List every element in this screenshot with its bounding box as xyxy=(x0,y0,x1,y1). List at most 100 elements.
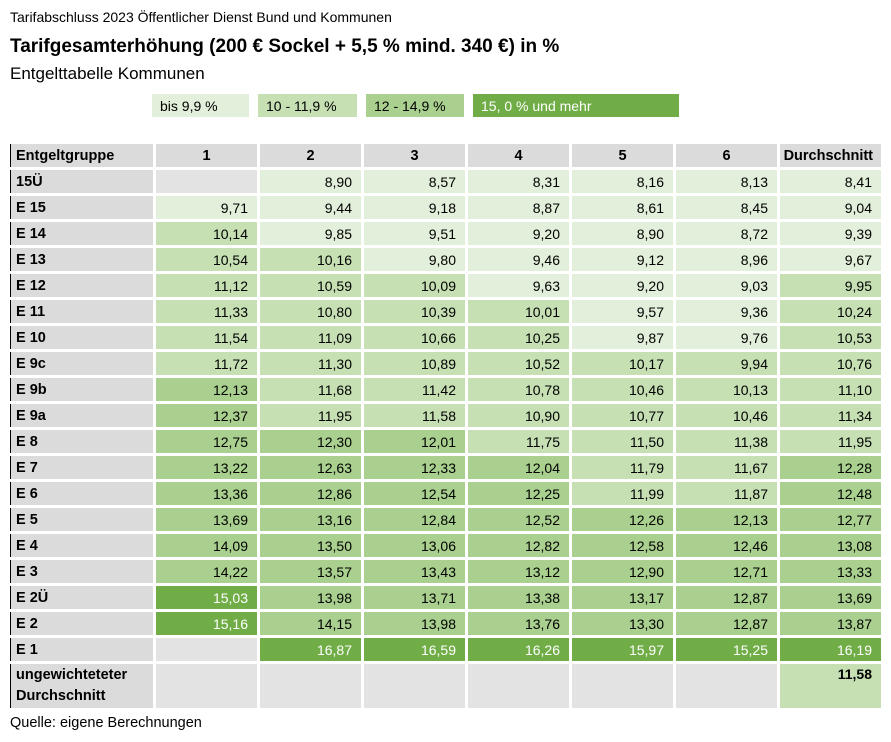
value-cell: 9,51 xyxy=(364,222,465,245)
value-cell: 12,28 xyxy=(780,456,881,479)
table-row: E 9a 12,37 11,95 11,58 10,90 10,77 10,46 11,34 xyxy=(10,404,881,427)
value-cell: 12,77 xyxy=(780,508,881,531)
table-header-row: Entgeltgruppe 1 2 3 4 5 6 Durchschnitt xyxy=(10,144,881,167)
value-cell: 12,25 xyxy=(468,482,569,505)
value-cell: 9,03 xyxy=(676,274,777,297)
row-label: E 2 xyxy=(10,612,153,635)
value-cell: 10,90 xyxy=(468,404,569,427)
value-cell: 12,87 xyxy=(676,612,777,635)
value-cell: 10,59 xyxy=(260,274,361,297)
value-cell: 11,34 xyxy=(780,404,881,427)
legend-item-4: 15, 0 % und mehr xyxy=(473,94,679,117)
value-cell: 9,39 xyxy=(780,222,881,245)
value-cell: 13,06 xyxy=(364,534,465,557)
value-cell: 8,13 xyxy=(676,170,777,193)
table-row: E 3 14,22 13,57 13,43 13,12 12,90 12,71 13,33 xyxy=(10,560,881,583)
value-cell: 8,57 xyxy=(364,170,465,193)
row-label: E 3 xyxy=(10,560,153,583)
value-cell: 13,43 xyxy=(364,560,465,583)
table-row: E 1 16,87 16,59 16,26 15,97 15,25 16,19 xyxy=(10,638,881,661)
value-cell: 9,04 xyxy=(780,196,881,219)
value-cell: 9,67 xyxy=(780,248,881,271)
value-cell: 11,87 xyxy=(676,482,777,505)
value-cell: 12,48 xyxy=(780,482,881,505)
value-cell: 12,54 xyxy=(364,482,465,505)
value-cell: 12,37 xyxy=(156,404,257,427)
row-label: E 9c xyxy=(10,352,153,375)
value-cell: 11,68 xyxy=(260,378,361,401)
value-cell: 10,52 xyxy=(468,352,569,375)
table-row: E 6 13,36 12,86 12,54 12,25 11,99 11,87 12,48 xyxy=(10,482,881,505)
empty-cell xyxy=(156,170,257,193)
value-cell: 11,09 xyxy=(260,326,361,349)
value-cell: 8,90 xyxy=(260,170,361,193)
table-row: E 2 15,16 14,15 13,98 13,76 13,30 12,87 13,87 xyxy=(10,612,881,635)
chart-subtitle: Entgelttabelle Kommunen xyxy=(10,64,205,83)
value-cell: 12,46 xyxy=(676,534,777,557)
value-cell: 9,87 xyxy=(572,326,673,349)
value-cell: 9,18 xyxy=(364,196,465,219)
column-header-3: 3 xyxy=(364,144,465,167)
value-cell: 16,19 xyxy=(780,638,881,661)
value-cell: 10,53 xyxy=(780,326,881,349)
value-cell: 15,03 xyxy=(156,586,257,609)
column-header-5: 5 xyxy=(572,144,673,167)
table-row: E 8 12,75 12,30 12,01 11,75 11,50 11,38 11,95 xyxy=(10,430,881,453)
table-row: E 13 10,54 10,16 9,80 9,46 9,12 8,96 9,67 xyxy=(10,248,881,271)
empty-cell xyxy=(156,638,257,661)
value-cell: 13,30 xyxy=(572,612,673,635)
value-cell: 13,08 xyxy=(780,534,881,557)
value-cell: 9,63 xyxy=(468,274,569,297)
row-label: E 5 xyxy=(10,508,153,531)
table-row: E 12 11,12 10,59 10,09 9,63 9,20 9,03 9,95 xyxy=(10,274,881,297)
table-row: E 5 13,69 13,16 12,84 12,52 12,26 12,13 12,77 xyxy=(10,508,881,531)
value-cell: 11,99 xyxy=(572,482,673,505)
table-row: E 14 10,14 9,85 9,51 9,20 8,90 8,72 9,39 xyxy=(10,222,881,245)
value-cell: 9,85 xyxy=(260,222,361,245)
value-cell: 13,16 xyxy=(260,508,361,531)
value-cell: 12,75 xyxy=(156,430,257,453)
value-cell: 12,13 xyxy=(676,508,777,531)
table-row: E 15 9,71 9,44 9,18 8,87 8,61 8,45 9,04 xyxy=(10,196,881,219)
row-label: E 15 xyxy=(10,196,153,219)
report-context-title: Tarifabschluss 2023 Öffentlicher Dienst … xyxy=(10,9,392,25)
row-label: E 14 xyxy=(10,222,153,245)
value-cell: 13,87 xyxy=(780,612,881,635)
value-cell: 13,38 xyxy=(468,586,569,609)
value-cell: 9,76 xyxy=(676,326,777,349)
value-cell: 12,84 xyxy=(364,508,465,531)
value-cell: 10,46 xyxy=(572,378,673,401)
table-row: E 7 13,22 12,63 12,33 12,04 11,79 11,67 12,28 xyxy=(10,456,881,479)
value-cell: 12,71 xyxy=(676,560,777,583)
value-cell: 13,22 xyxy=(156,456,257,479)
empty-cell xyxy=(260,664,361,708)
table-row: E 9c 11,72 11,30 10,89 10,52 10,17 9,94 10,76 xyxy=(10,352,881,375)
table-row: 15Ü 8,90 8,57 8,31 8,16 8,13 8,41 xyxy=(10,170,881,193)
value-cell: 16,87 xyxy=(260,638,361,661)
value-cell: 12,90 xyxy=(572,560,673,583)
value-cell: 13,69 xyxy=(780,586,881,609)
chart-title: Tarifgesamterhöhung (200 € Sockel + 5,5 … xyxy=(10,36,560,57)
value-cell: 13,33 xyxy=(780,560,881,583)
source-note: Quelle: eigene Berechnungen xyxy=(10,715,202,731)
row-label: E 13 xyxy=(10,248,153,271)
heatmap-table: Entgeltgruppe 1 2 3 4 5 6 Durchschnitt 15Ü 8,90 8,… xyxy=(10,144,881,708)
value-cell: 9,46 xyxy=(468,248,569,271)
value-cell: 8,96 xyxy=(676,248,777,271)
value-cell: 13,76 xyxy=(468,612,569,635)
value-cell: 11,12 xyxy=(156,274,257,297)
value-cell: 13,69 xyxy=(156,508,257,531)
value-cell: 14,15 xyxy=(260,612,361,635)
value-cell: 8,31 xyxy=(468,170,569,193)
value-cell: 13,12 xyxy=(468,560,569,583)
value-cell: 8,45 xyxy=(676,196,777,219)
column-header-4: 4 xyxy=(468,144,569,167)
value-cell: 11,54 xyxy=(156,326,257,349)
value-cell: 15,25 xyxy=(676,638,777,661)
value-cell: 14,09 xyxy=(156,534,257,557)
row-label: E 11 xyxy=(10,300,153,323)
empty-cell xyxy=(364,664,465,708)
summary-value-cell: 11,58 xyxy=(780,664,881,708)
value-cell: 10,24 xyxy=(780,300,881,323)
value-cell: 10,46 xyxy=(676,404,777,427)
